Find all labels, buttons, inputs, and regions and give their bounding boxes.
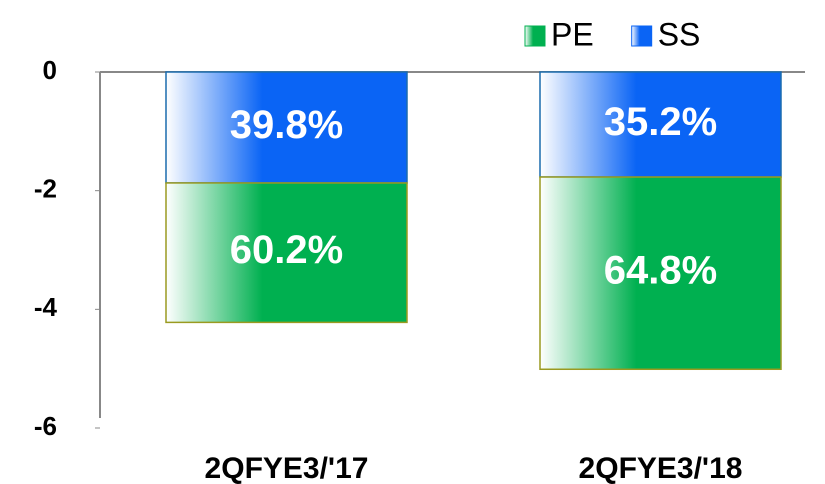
segment-label: 35.2% [604,100,717,144]
bar-segment [539,71,782,178]
legend-swatch [631,25,653,47]
bar-segment [539,176,782,371]
legend-swatch [524,25,546,47]
legend-label: PE [551,16,594,52]
y-tick-label: -4 [34,292,58,322]
segment-label: 64.8% [604,249,717,293]
bar-segment [165,182,408,324]
x-tick-label: 2QFYE3/'17 [205,452,369,484]
y-tick-label: -6 [34,411,57,441]
y-tick-label: 0 [43,55,57,85]
segment-label: 60.2% [230,228,343,272]
segment-label: 39.8% [230,103,343,147]
y-tick-label: -2 [34,174,57,204]
x-tick-label: 2QFYE3/'18 [579,452,743,484]
legend-label: SS [658,16,701,52]
